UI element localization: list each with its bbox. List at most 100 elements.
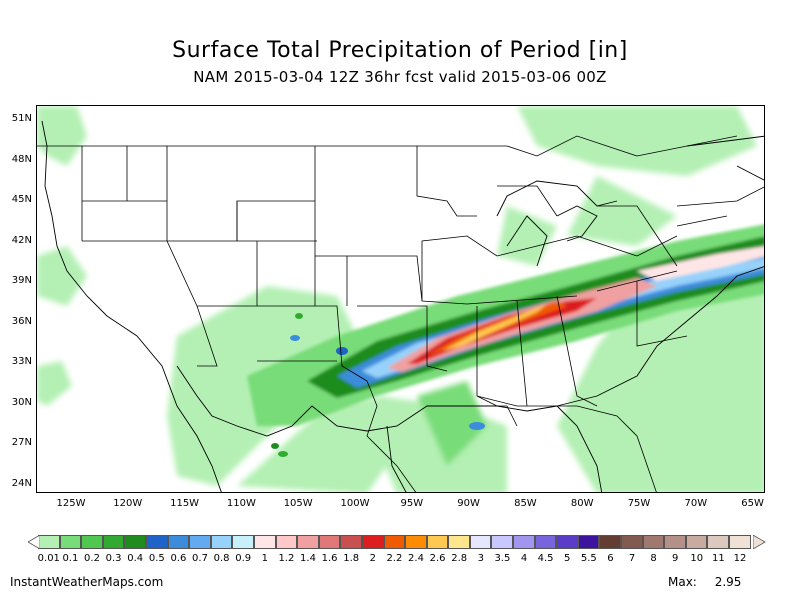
colorbar-label: 0.8 [213,553,230,564]
max-label: Max: [668,575,697,589]
colorbar-swatch [729,535,751,549]
colorbar-label: 1.2 [278,553,295,564]
colorbar-label: 4 [520,553,528,564]
lon-label: 120W [113,498,143,509]
colorbar-label: 2.6 [429,553,446,564]
colorbar-swatch [405,535,427,549]
lon-label: 90W [457,498,480,509]
colorbar-swatch [361,535,384,549]
map-title: Surface Total Precipitation of Period [i… [172,38,628,63]
colorbar-swatch [167,535,190,549]
colorbar-swatch [102,535,125,549]
colorbar-swatch [318,535,341,549]
lon-label: 115W [170,498,200,509]
colorbar-label: 2.2 [386,553,403,564]
colorbar-swatch [577,535,600,549]
lon-label: 110W [226,498,256,509]
lon-label: 65W [741,498,764,509]
colorbar-swatch [534,535,557,549]
lon-label: 80W [570,498,594,509]
colorbar-label: 11 [712,553,725,564]
colorbar-swatch [685,535,708,549]
colorbar-swatch [469,535,492,549]
map-subtitle: NAM 2015-03-04 12Z 36hr fcst valid 2015-… [193,68,607,86]
colorbar-label: 12 [733,553,747,564]
colorbar-swatch [275,535,298,549]
colorbar-swatch [621,535,643,549]
lon-label: 85W [514,498,537,509]
colorbar-label: 1.6 [321,553,338,564]
colorbar-swatch [426,535,449,549]
colorbar-label: 0.2 [84,553,100,564]
colorbar-swatch [383,535,406,549]
colorbar-label: 0.1 [62,553,79,564]
max-value: 2.95 [714,575,742,589]
colorbar-swatch [59,535,82,549]
lat-label: 51N [11,113,32,124]
colorbar-swatch [81,535,103,549]
lat-label: 42N [11,234,32,246]
precipitation-map [37,106,764,492]
precip-main-band [247,224,764,426]
colorbar-label: 4.5 [537,553,554,564]
colorbar-swatch [38,535,60,549]
colorbar-label: 2.8 [451,553,468,564]
colorbar-label: 0.3 [105,553,122,564]
colorbar-swatch [556,535,578,549]
precipitation-colorbar [38,535,751,549]
colorbar-label: 1.4 [300,553,316,564]
colorbar-swatch [124,535,146,549]
colorbar-swatch [145,535,168,549]
colorbar-label: 0.5 [148,553,165,564]
colorbar-swatch [340,535,362,549]
lon-label: 105W [283,498,313,509]
lon-label: 70W [684,498,708,509]
colorbar-label: 5.5 [580,553,597,564]
colorbar-label: 0.4 [127,553,144,564]
colorbar-label: 2 [369,553,376,564]
colorbar-label: 0.7 [192,553,208,564]
colorbar-swatch [297,535,319,549]
colorbar-label: 0.9 [235,553,252,564]
lon-label: 95W [400,498,424,509]
colorbar-swatch [599,535,622,549]
colorbar-label: 6 [607,553,614,564]
lon-label: 75W [627,498,651,509]
lat-label: 27N [11,437,32,448]
colorbar-label: 3.5 [494,553,511,564]
colorbar-swatch [253,535,276,549]
colorbar-label: 1.8 [343,553,360,564]
lat-label: 48N [11,153,32,165]
colorbar-label: 0.6 [170,553,187,564]
colorbar-label: 3 [477,553,484,564]
colorbar-swatch [513,535,535,549]
website-credit: InstantWeatherMaps.com [10,575,164,589]
lat-label: 39N [11,275,32,286]
colorbar-swatch [448,535,470,549]
colorbar-swatch [642,535,665,549]
map-frame [36,105,765,493]
precip-light-areas [37,106,764,492]
colorbar-swatch [664,535,686,549]
lat-label: 36N [11,315,32,327]
lon-label: 100W [340,498,370,509]
colorbar-swatch [232,535,254,549]
colorbar-label: 7 [628,553,636,564]
max-value-readout: Max: 2.95 [668,575,741,589]
lat-label: 33N [11,356,32,367]
colorbar-label: 10 [690,553,704,564]
coastlines [41,120,764,492]
lon-label: 125W [56,498,86,509]
colorbar-label: 1 [261,553,268,564]
lat-label: 30N [11,396,32,408]
colorbar-swatch [189,535,211,549]
colorbar-label: 2.4 [408,553,424,564]
precip-cells [271,313,485,457]
colorbar-label: 5 [564,553,571,564]
colorbar-label: 9 [672,553,679,564]
lat-label: 24N [11,477,32,489]
colorbar-swatch [491,535,514,549]
colorbar-left-arrow [28,535,40,549]
colorbar-right-arrow [752,535,766,549]
colorbar-label: 8 [650,553,657,564]
